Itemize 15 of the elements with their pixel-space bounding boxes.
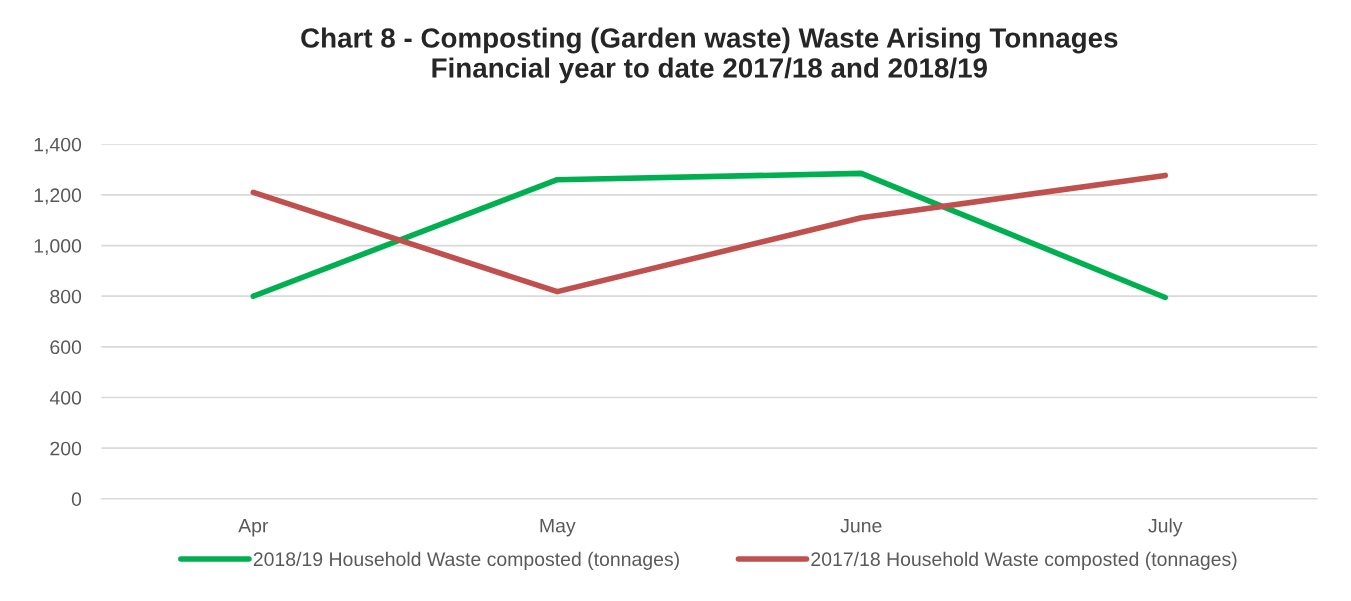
legend-label: 2017/18 Household Waste composted (tonnages) xyxy=(811,551,1237,570)
y-tick-label: 600 xyxy=(50,340,82,355)
y-tick-label: 200 xyxy=(50,441,82,456)
y-tick-label: 0 xyxy=(71,492,82,507)
legend-label: 2018/19 Household Waste composted (tonnages) xyxy=(253,551,679,570)
x-tick-label: July xyxy=(1148,518,1183,537)
x-tick-label: May xyxy=(540,518,576,537)
y-tick-label: 1,400 xyxy=(34,137,82,154)
y-tick-label: 800 xyxy=(50,289,82,304)
x-tick-label: Apr xyxy=(238,518,269,537)
x-tick-label: June xyxy=(840,518,882,533)
y-tick-label: 400 xyxy=(49,390,82,405)
y-tick-label: 1,000 xyxy=(34,239,82,256)
chart-title: Chart 8 - Composting (Garden waste) Waste Arising Tonnages Financial year to date 2017/18 and 2018/19 xyxy=(301,27,1118,84)
y-tick-label: 1,200 xyxy=(34,188,82,205)
